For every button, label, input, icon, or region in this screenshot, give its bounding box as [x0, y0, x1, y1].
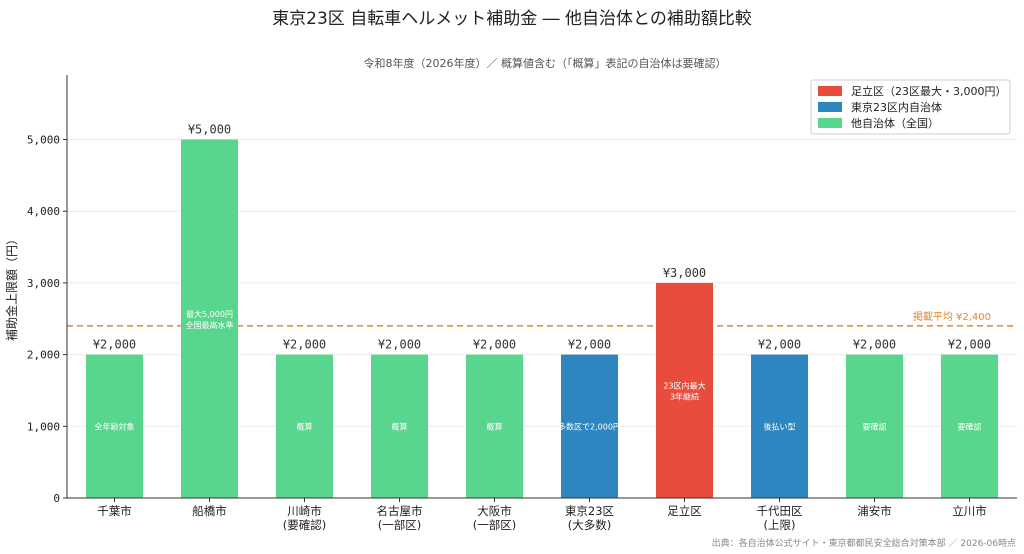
bar-value-label: ¥2,000 [568, 338, 611, 352]
bar-note-line2: 3年継続 [670, 391, 699, 401]
bar [181, 139, 238, 498]
x-tick-label-line2: (一部区) [378, 518, 421, 532]
bar-value-label: ¥3,000 [663, 266, 706, 280]
bar [371, 354, 428, 498]
x-tick-label-line2: (要確認) [283, 518, 326, 532]
legend-swatch [818, 102, 842, 112]
chart-subtitle: 令和8年度（2026年度）／ 概算値含む（「概算」表記の自治体は要確認） [364, 56, 727, 70]
legend-frame [810, 79, 1011, 135]
bar-value-label: ¥2,000 [473, 338, 516, 352]
bar-value-label: ¥2,000 [948, 338, 991, 352]
legend-entry: 他自治体（全国） [851, 116, 939, 130]
bar [941, 354, 998, 498]
bar [86, 354, 143, 498]
bar-note: 概算 [297, 421, 313, 431]
legend-entry: 足立区（23区最大・3,000円） [851, 84, 1007, 98]
bar-note: 概算 [487, 421, 503, 431]
bar-note: 要確認 [863, 421, 887, 431]
bar-note: 最大5,000円 [186, 309, 233, 319]
y-tick-label: 0 [53, 492, 60, 505]
bar-value-label: ¥2,000 [853, 338, 896, 352]
source-note: 出典：各自治体公式サイト・東京都都民安全総合対策本部 ／ 2026-06時点 [712, 537, 1016, 549]
x-tick-label: 船橋市 [192, 504, 227, 518]
average-label: 掲載平均 ¥2,400 [913, 311, 991, 323]
bar [561, 354, 618, 498]
axes [66, 75, 1017, 499]
bar-note: 23区内最大 [663, 380, 705, 390]
y-tick-labels: 0 1,000 2,000 3,000 4,000 5,000 [27, 134, 67, 505]
bar [751, 354, 808, 498]
x-tick-label: 大阪市 [477, 504, 512, 518]
bar-value-label: ¥2,000 [283, 338, 326, 352]
bar [276, 354, 333, 498]
y-tick-label: 3,000 [27, 277, 60, 290]
bar-note: 後払い型 [764, 421, 796, 431]
x-tick-label-line2: (大多数) [568, 518, 611, 532]
bar-value-label: ¥5,000 [188, 123, 231, 137]
x-tick-label-line2: (一部区) [473, 518, 516, 532]
bar [656, 282, 713, 498]
bar-note: 多数区で2,000円 [558, 421, 621, 431]
y-tick-label: 1,000 [27, 420, 60, 433]
bar-value-label: ¥2,000 [378, 338, 421, 352]
chart-title: 東京23区 自転車ヘルメット補助金 ― 他自治体との補助額比較 [272, 9, 752, 29]
x-tick-label: 足立区 [667, 504, 702, 518]
x-tick-label: 千代田区 [757, 504, 803, 518]
bar-value-label: ¥2,000 [93, 338, 136, 352]
y-tick-label: 5,000 [27, 134, 60, 147]
legend-entry: 東京23区内自治体 [851, 100, 942, 114]
x-tick-label: 千葉市 [97, 504, 132, 518]
legend-swatch [818, 118, 842, 128]
bar-note: 要確認 [958, 421, 982, 431]
y-axis-label: 補助金上限額（円） [4, 233, 19, 341]
average-line-group: 掲載平均 ¥2,400 [67, 311, 1017, 327]
x-tick-label: 名古屋市 [377, 504, 423, 518]
x-tick-label: 立川市 [952, 504, 987, 518]
bar-note: 概算 [392, 421, 408, 431]
x-tick-label: 浦安市 [857, 504, 892, 518]
bar-value-label: ¥2,000 [758, 338, 801, 352]
x-tick-label: 東京23区 [565, 504, 614, 518]
bar [466, 354, 523, 498]
legend-swatch [818, 86, 842, 96]
y-tick-label: 4,000 [27, 205, 60, 218]
x-tick-label-line2: (上限) [764, 518, 796, 532]
y-tick-label: 2,000 [27, 349, 60, 362]
bar-note: 全年齢対象 [95, 421, 135, 431]
bar-note-line2: 全国最高水準 [186, 320, 234, 330]
x-tick-label: 川崎市 [287, 504, 322, 518]
bar [846, 354, 903, 498]
x-tick-labels: 千葉市 船橋市 川崎市(要確認)名古屋市(一部区)大阪市(一部区)東京23区(大多数… [97, 498, 987, 532]
